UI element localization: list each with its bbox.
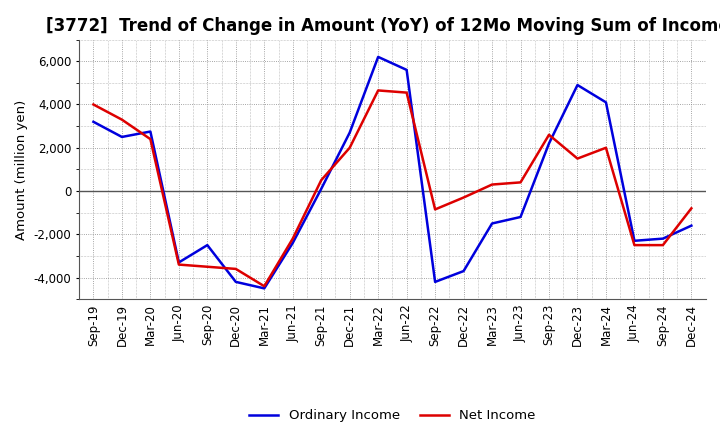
Ordinary Income [431, 279, 439, 285]
Net Income [117, 117, 126, 122]
Net Income [232, 266, 240, 271]
Net Income [487, 182, 496, 187]
Net Income [402, 90, 411, 95]
Ordinary Income [516, 214, 525, 220]
Net Income [431, 207, 439, 212]
Net Income [687, 205, 696, 211]
Ordinary Income [459, 268, 468, 274]
Net Income [289, 236, 297, 241]
Ordinary Income [203, 242, 212, 248]
Net Income [203, 264, 212, 269]
Net Income [602, 145, 611, 150]
Ordinary Income [374, 54, 382, 59]
Net Income [146, 136, 155, 142]
Ordinary Income [89, 119, 98, 125]
Net Income [459, 195, 468, 200]
Line: Ordinary Income: Ordinary Income [94, 57, 691, 288]
Net Income [174, 262, 183, 267]
Net Income [659, 242, 667, 248]
Net Income [630, 242, 639, 248]
Title: [3772]  Trend of Change in Amount (YoY) of 12Mo Moving Sum of Incomes: [3772] Trend of Change in Amount (YoY) o… [45, 17, 720, 35]
Ordinary Income [573, 82, 582, 88]
Ordinary Income [346, 130, 354, 135]
Net Income [317, 178, 325, 183]
Ordinary Income [487, 221, 496, 226]
Ordinary Income [117, 134, 126, 139]
Ordinary Income [232, 279, 240, 285]
Line: Net Income: Net Income [94, 91, 691, 286]
Legend: Ordinary Income, Net Income: Ordinary Income, Net Income [244, 404, 541, 428]
Ordinary Income [146, 129, 155, 134]
Net Income [374, 88, 382, 93]
Net Income [89, 102, 98, 107]
Y-axis label: Amount (million yen): Amount (million yen) [15, 99, 28, 239]
Net Income [545, 132, 554, 137]
Ordinary Income [317, 186, 325, 191]
Ordinary Income [687, 223, 696, 228]
Net Income [260, 284, 269, 289]
Ordinary Income [602, 100, 611, 105]
Ordinary Income [402, 67, 411, 73]
Net Income [516, 180, 525, 185]
Ordinary Income [289, 240, 297, 246]
Net Income [346, 145, 354, 150]
Net Income [573, 156, 582, 161]
Ordinary Income [260, 286, 269, 291]
Ordinary Income [545, 141, 554, 146]
Ordinary Income [174, 260, 183, 265]
Ordinary Income [630, 238, 639, 243]
Ordinary Income [659, 236, 667, 241]
